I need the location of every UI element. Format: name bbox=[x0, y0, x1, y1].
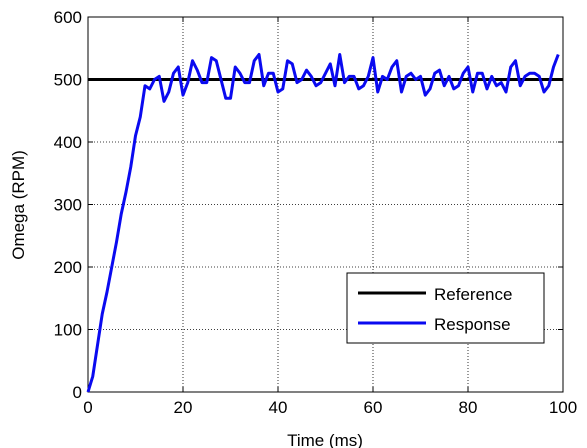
y-tick-label: 300 bbox=[54, 196, 82, 215]
x-axis-label: Time (ms) bbox=[287, 431, 363, 448]
x-tick-label: 100 bbox=[549, 398, 577, 417]
x-tick-label: 40 bbox=[269, 398, 288, 417]
legend-label-reference: Reference bbox=[434, 285, 512, 304]
x-tick-label: 80 bbox=[459, 398, 478, 417]
x-tick-label: 60 bbox=[364, 398, 383, 417]
y-tick-label: 0 bbox=[73, 383, 82, 402]
legend-box bbox=[346, 272, 545, 344]
legend: Reference Response bbox=[346, 272, 545, 344]
y-tick-label: 500 bbox=[54, 71, 82, 90]
legend-label-response: Response bbox=[434, 315, 511, 334]
y-tick-label: 600 bbox=[54, 8, 82, 27]
y-tick-label: 400 bbox=[54, 133, 82, 152]
y-axis-label: Omega (RPM) bbox=[9, 150, 28, 260]
x-tick-label: 0 bbox=[83, 398, 92, 417]
series-line-response bbox=[86, 53, 560, 393]
series-lines bbox=[86, 53, 563, 393]
axis-ticks: 0 20 40 60 80 100 0 100 200 300 400 500 600 bbox=[54, 8, 578, 417]
x-tick-label: 20 bbox=[174, 398, 193, 417]
y-tick-label: 200 bbox=[54, 258, 82, 277]
y-tick-label: 100 bbox=[54, 321, 82, 340]
